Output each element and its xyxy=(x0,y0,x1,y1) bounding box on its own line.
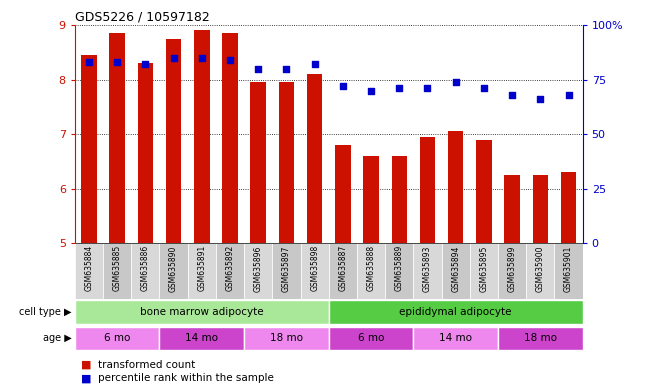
Text: GSM635890: GSM635890 xyxy=(169,245,178,291)
Bar xyxy=(75,300,329,324)
Bar xyxy=(498,326,583,350)
Bar xyxy=(420,137,436,243)
Text: GSM635894: GSM635894 xyxy=(451,245,460,291)
Bar xyxy=(329,243,357,299)
Text: GSM635892: GSM635892 xyxy=(225,245,234,291)
Text: GSM635891: GSM635891 xyxy=(197,245,206,291)
Bar xyxy=(216,243,244,299)
Bar xyxy=(555,243,583,299)
Bar xyxy=(335,145,351,243)
Point xyxy=(478,85,489,91)
Bar xyxy=(222,33,238,243)
Point xyxy=(366,88,376,94)
Text: GSM635899: GSM635899 xyxy=(508,245,517,291)
Bar xyxy=(441,243,470,299)
Bar xyxy=(279,82,294,243)
Bar xyxy=(81,55,97,243)
Text: GSM635886: GSM635886 xyxy=(141,245,150,291)
Bar xyxy=(357,243,385,299)
Point xyxy=(422,85,433,91)
Bar xyxy=(505,175,520,243)
Text: ■: ■ xyxy=(81,373,92,383)
Text: 6 mo: 6 mo xyxy=(104,333,130,343)
Bar xyxy=(301,243,329,299)
Bar xyxy=(470,243,498,299)
Text: GSM635895: GSM635895 xyxy=(479,245,488,291)
Text: GSM635896: GSM635896 xyxy=(254,245,263,291)
Text: GSM635893: GSM635893 xyxy=(423,245,432,291)
Bar xyxy=(385,243,413,299)
Point xyxy=(281,66,292,72)
Text: GSM635884: GSM635884 xyxy=(85,245,94,291)
Bar xyxy=(526,243,555,299)
Point xyxy=(253,66,264,72)
Bar xyxy=(159,326,244,350)
Point xyxy=(563,92,574,98)
Bar xyxy=(413,243,441,299)
Bar xyxy=(194,30,210,243)
Bar xyxy=(272,243,301,299)
Bar xyxy=(561,172,576,243)
Point xyxy=(197,55,207,61)
Point xyxy=(84,59,94,65)
Bar xyxy=(448,131,464,243)
Bar xyxy=(137,63,153,243)
Bar xyxy=(251,82,266,243)
Point xyxy=(169,55,179,61)
Text: GSM635889: GSM635889 xyxy=(395,245,404,291)
Text: GSM635900: GSM635900 xyxy=(536,245,545,291)
Bar xyxy=(533,175,548,243)
Text: age ▶: age ▶ xyxy=(43,333,72,343)
Bar xyxy=(498,243,526,299)
Bar xyxy=(166,39,182,243)
Bar xyxy=(329,326,413,350)
Text: GSM635897: GSM635897 xyxy=(282,245,291,291)
Text: GSM635898: GSM635898 xyxy=(310,245,319,291)
Text: 18 mo: 18 mo xyxy=(270,333,303,343)
Bar xyxy=(363,156,379,243)
Bar xyxy=(244,243,272,299)
Text: epididymal adipocyte: epididymal adipocyte xyxy=(400,307,512,317)
Bar xyxy=(413,326,498,350)
Text: GSM635888: GSM635888 xyxy=(367,245,376,291)
Bar xyxy=(391,156,407,243)
Text: GDS5226 / 10597182: GDS5226 / 10597182 xyxy=(75,11,210,24)
Bar xyxy=(75,243,103,299)
Bar xyxy=(307,74,322,243)
Text: GSM635885: GSM635885 xyxy=(113,245,122,291)
Point xyxy=(535,96,546,102)
Bar xyxy=(187,243,216,299)
Bar xyxy=(244,326,329,350)
Point xyxy=(394,85,404,91)
Point xyxy=(225,57,235,63)
Bar xyxy=(103,243,132,299)
Bar xyxy=(75,326,159,350)
Text: cell type ▶: cell type ▶ xyxy=(19,307,72,317)
Text: 14 mo: 14 mo xyxy=(439,333,472,343)
Text: transformed count: transformed count xyxy=(98,360,195,370)
Text: bone marrow adipocyte: bone marrow adipocyte xyxy=(140,307,264,317)
Point xyxy=(507,92,518,98)
Bar xyxy=(476,140,492,243)
Text: ■: ■ xyxy=(81,360,92,370)
Text: 6 mo: 6 mo xyxy=(358,333,384,343)
Bar xyxy=(109,33,125,243)
Text: GSM635901: GSM635901 xyxy=(564,245,573,291)
Point xyxy=(309,61,320,67)
Bar xyxy=(159,243,187,299)
Point xyxy=(338,83,348,89)
Bar xyxy=(132,243,159,299)
Point xyxy=(140,61,150,67)
Point xyxy=(450,79,461,85)
Point xyxy=(112,59,122,65)
Text: 18 mo: 18 mo xyxy=(524,333,557,343)
Bar xyxy=(329,300,583,324)
Text: percentile rank within the sample: percentile rank within the sample xyxy=(98,373,273,383)
Text: GSM635887: GSM635887 xyxy=(339,245,348,291)
Text: 14 mo: 14 mo xyxy=(186,333,218,343)
